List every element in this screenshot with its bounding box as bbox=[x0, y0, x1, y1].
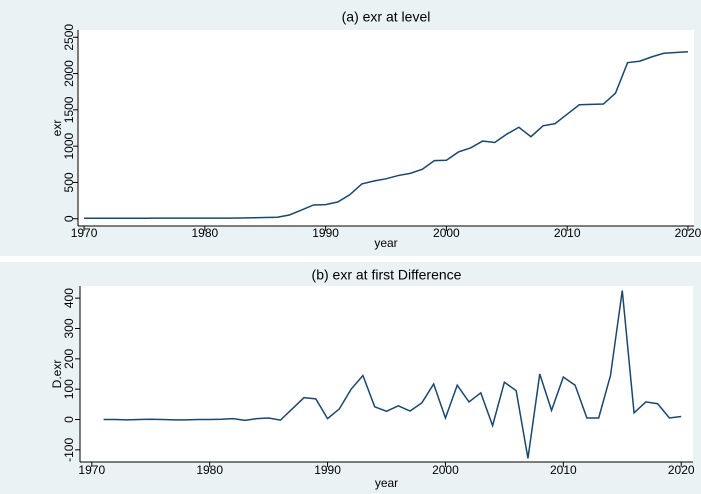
x-tick-label: 2020 bbox=[675, 226, 701, 240]
x-tick-label: 2020 bbox=[668, 463, 695, 477]
y-tick-label: 0 bbox=[62, 215, 76, 222]
x-tick-label: 2010 bbox=[554, 226, 581, 240]
x-tick-label: 1970 bbox=[71, 226, 98, 240]
x-tick-label: 2000 bbox=[433, 226, 460, 240]
y-tick-label: 1000 bbox=[62, 132, 76, 159]
y-axis-label: exr bbox=[50, 120, 64, 137]
y-axis-label: D.exr bbox=[50, 360, 64, 389]
y-tick-label: 1500 bbox=[62, 96, 76, 123]
x-tick-label: 2000 bbox=[432, 463, 459, 477]
y-tick-label: -100 bbox=[62, 438, 76, 462]
y-tick-label: 300 bbox=[62, 318, 76, 338]
x-axis-label: year bbox=[374, 236, 397, 250]
x-tick-label: 1980 bbox=[196, 463, 223, 477]
chart-title: (b) exr at first Difference bbox=[312, 267, 462, 283]
y-tick-label: 400 bbox=[62, 288, 76, 308]
data-line bbox=[103, 290, 682, 459]
y-tick-label: 2500 bbox=[62, 24, 76, 51]
y-tick-label: 100 bbox=[62, 379, 76, 399]
plot-area bbox=[78, 30, 694, 226]
y-tick-label: 500 bbox=[62, 172, 76, 192]
data-line bbox=[84, 51, 689, 219]
x-tick-label: 2010 bbox=[550, 463, 577, 477]
plot-area bbox=[80, 286, 693, 462]
x-tick-label: 1970 bbox=[78, 463, 105, 477]
x-tick-label: 1990 bbox=[314, 463, 341, 477]
y-tick-label: 2000 bbox=[62, 60, 76, 87]
y-tick-label: 200 bbox=[62, 348, 76, 368]
x-tick-label: 1980 bbox=[191, 226, 218, 240]
chart-title: (a) exr at level bbox=[342, 9, 431, 25]
x-tick-label: 1990 bbox=[312, 226, 339, 240]
x-axis-label: year bbox=[375, 476, 398, 490]
y-tick-label: 0 bbox=[62, 416, 76, 423]
